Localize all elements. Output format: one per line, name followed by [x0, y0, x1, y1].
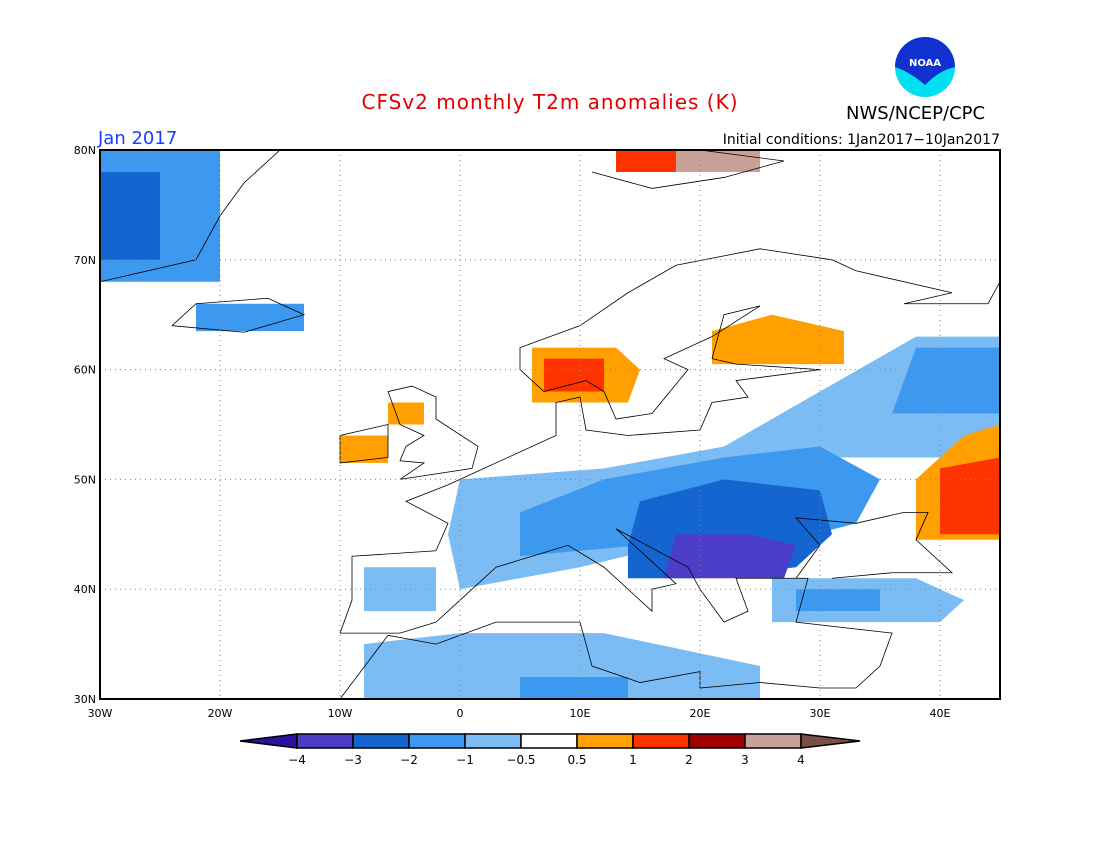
anomaly-region	[196, 303, 304, 332]
coastline	[795, 511, 954, 579]
colorbar-arrow-high	[800, 733, 861, 749]
colorbar-segment	[296, 733, 354, 749]
colorbar-segment	[576, 733, 634, 749]
anomaly-region	[616, 150, 676, 172]
x-tick-label: 10E	[570, 707, 591, 720]
anomaly-region	[892, 347, 1000, 414]
x-tick-label: 30W	[88, 707, 113, 720]
anomaly-region	[388, 402, 424, 425]
map-frame	[99, 149, 1001, 700]
anomaly-region	[796, 589, 880, 612]
colorbar-label: −1	[456, 753, 474, 767]
colorbar-label: −4	[288, 753, 306, 767]
initial-conditions: Initial conditions: 1Jan2017−10Jan2017	[722, 132, 1000, 148]
colorbar-label: −3	[344, 753, 362, 767]
anomaly-region	[940, 457, 1000, 535]
colorbar-segment	[408, 733, 466, 749]
coastline	[591, 150, 785, 189]
colorbar-label: 1	[629, 753, 637, 767]
anomaly-region	[100, 171, 160, 260]
coastline	[339, 248, 1000, 634]
noaa-logo-bird	[895, 37, 955, 85]
colorbar-segment	[632, 733, 690, 749]
y-tick-label: 50N	[74, 473, 96, 486]
x-tick-label: 30E	[810, 707, 831, 720]
colorbar-label: 3	[741, 753, 749, 767]
x-tick-label: 10W	[328, 707, 353, 720]
colorbar-segment	[520, 733, 578, 749]
y-tick-label: 30N	[74, 693, 96, 706]
coastline	[339, 528, 893, 699]
anomaly-region	[520, 677, 628, 699]
colorbar-segment	[464, 733, 522, 749]
colorbar-label: 0.5	[567, 753, 586, 767]
anomaly-region	[340, 435, 388, 463]
anomaly-region	[364, 633, 760, 699]
colorbar-label: 2	[685, 753, 693, 767]
agency-label: NWS/NCEP/CPC	[846, 103, 986, 124]
colorbar-label: 4	[797, 753, 805, 767]
y-tick-label: 80N	[74, 144, 96, 157]
y-tick-label: 70N	[74, 254, 96, 267]
anomaly-region	[664, 534, 796, 579]
colorbar-label: −0.5	[506, 753, 535, 767]
x-tick-label: 0	[457, 707, 464, 720]
y-tick-label: 60N	[74, 364, 96, 377]
x-tick-label: 20E	[690, 707, 711, 720]
colorbar-segment	[744, 733, 802, 749]
noaa-logo-text: NOAA	[909, 58, 941, 69]
colorbar-segment	[352, 733, 410, 749]
anomaly-region	[676, 150, 760, 172]
x-tick-label: 40E	[930, 707, 951, 720]
y-tick-label: 40N	[74, 583, 96, 596]
forecast-month: Jan 2017	[98, 128, 178, 149]
map-title: CFSv2 monthly T2m anomalies (K)	[361, 90, 739, 114]
anomaly-region	[712, 314, 844, 365]
coastline	[171, 297, 306, 333]
colorbar-segment	[688, 733, 746, 749]
x-tick-label: 20W	[208, 707, 233, 720]
colorbar-arrow-low	[239, 733, 298, 749]
colorbar-label: −2	[400, 753, 418, 767]
coastline	[339, 423, 389, 464]
anomaly-region	[544, 358, 604, 392]
coastline	[387, 385, 479, 480]
